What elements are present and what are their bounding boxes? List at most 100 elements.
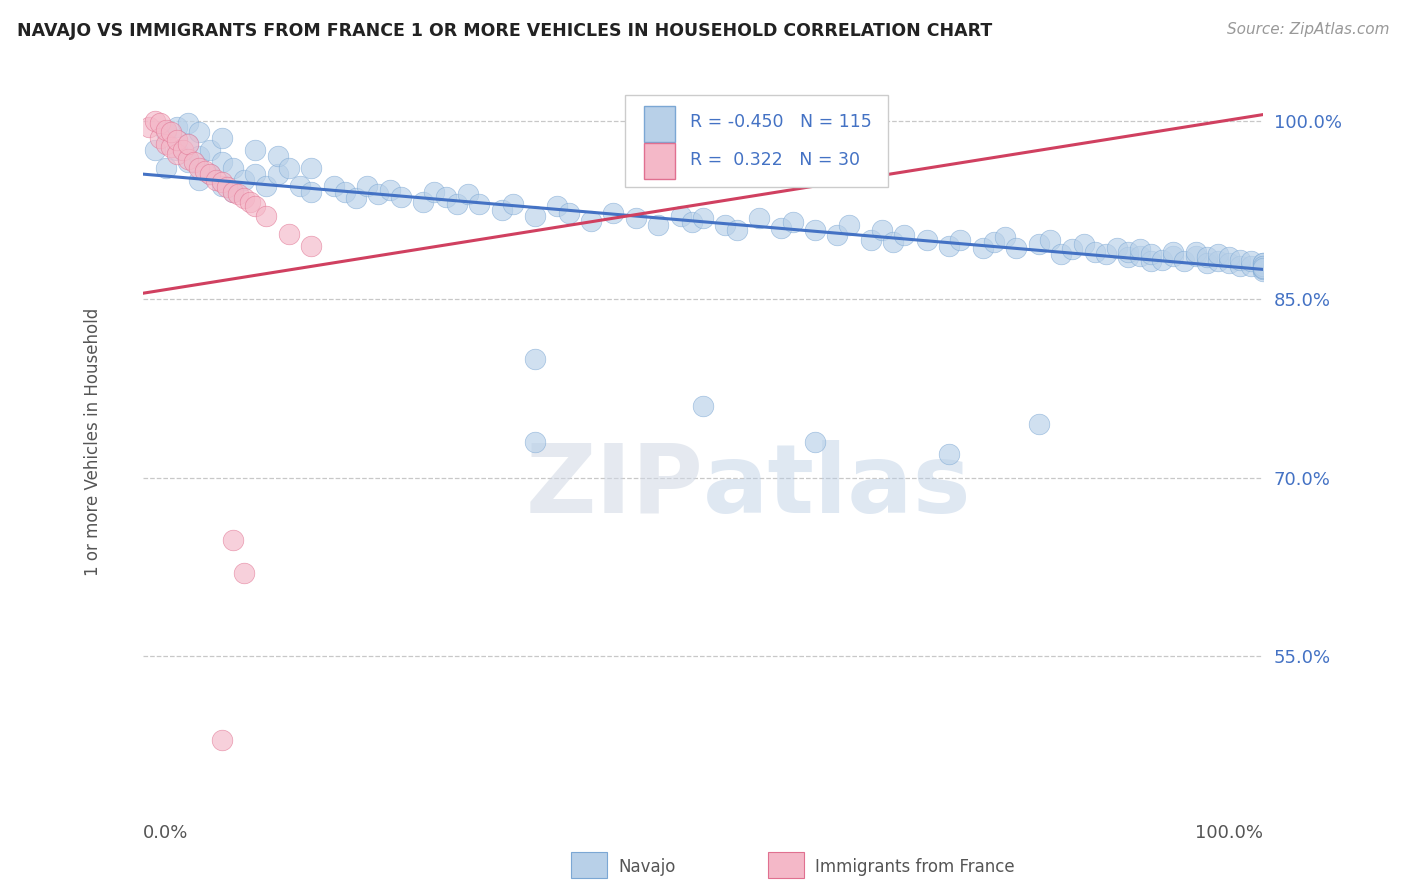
Point — [446, 197, 468, 211]
Bar — [644, 106, 675, 142]
Point — [547, 199, 569, 213]
Point — [1251, 262, 1274, 277]
Point — [949, 233, 972, 247]
Point — [299, 185, 322, 199]
Text: R =  0.322   N = 30: R = 0.322 N = 30 — [689, 151, 859, 169]
Point — [155, 161, 177, 176]
Text: ZIP: ZIP — [524, 440, 703, 533]
Point — [502, 197, 524, 211]
Point — [205, 173, 228, 187]
Point — [222, 161, 245, 176]
Point — [524, 209, 547, 223]
Point — [177, 155, 200, 169]
Point — [1251, 256, 1274, 270]
Point — [143, 144, 166, 158]
Point — [1251, 259, 1274, 273]
Point — [412, 194, 434, 209]
Point — [138, 120, 160, 134]
Point — [155, 126, 177, 140]
Point — [172, 144, 194, 158]
Point — [177, 152, 200, 166]
Point — [277, 227, 299, 241]
Point — [1173, 254, 1195, 268]
Point — [1084, 244, 1107, 259]
Point — [160, 140, 183, 154]
Point — [1218, 251, 1240, 265]
Point — [256, 179, 278, 194]
Point — [177, 137, 200, 152]
Point — [1161, 244, 1184, 259]
Point — [938, 238, 960, 252]
Point — [1062, 242, 1084, 256]
Point — [692, 211, 714, 226]
Point — [1218, 256, 1240, 270]
Point — [748, 211, 770, 226]
Point — [1184, 244, 1206, 259]
Point — [188, 173, 211, 187]
Point — [160, 126, 183, 140]
Point — [166, 120, 188, 134]
Point — [804, 434, 827, 449]
Point — [155, 123, 177, 137]
Point — [1139, 247, 1161, 261]
Point — [1240, 254, 1263, 268]
Point — [782, 215, 804, 229]
Point — [434, 190, 457, 204]
Point — [882, 235, 904, 249]
Point — [714, 219, 737, 233]
Point — [239, 194, 262, 209]
Point — [222, 533, 245, 547]
Point — [200, 144, 222, 158]
Point — [1128, 242, 1150, 256]
Point — [256, 209, 278, 223]
Point — [245, 144, 267, 158]
Point — [211, 131, 233, 145]
Point — [983, 235, 1005, 249]
Point — [1095, 247, 1118, 261]
Point — [1005, 241, 1028, 255]
Point — [1050, 247, 1073, 261]
Point — [647, 219, 669, 233]
Point — [770, 220, 793, 235]
Point — [266, 149, 288, 163]
Point — [1184, 249, 1206, 263]
Point — [166, 133, 188, 147]
Point — [579, 213, 602, 227]
Point — [245, 199, 267, 213]
Point — [1039, 233, 1062, 247]
Point — [994, 230, 1017, 244]
Point — [177, 116, 200, 130]
Point — [915, 233, 938, 247]
Point — [155, 137, 177, 152]
Point — [1229, 259, 1251, 273]
Point — [222, 185, 245, 199]
Point — [183, 155, 205, 169]
Point — [194, 163, 217, 178]
Text: 1 or more Vehicles in Household: 1 or more Vehicles in Household — [84, 308, 103, 576]
Point — [1229, 252, 1251, 267]
Point — [804, 223, 827, 237]
Point — [1028, 237, 1050, 252]
Point — [228, 187, 250, 202]
Point — [1118, 251, 1140, 265]
Text: NAVAJO VS IMMIGRANTS FROM FRANCE 1 OR MORE VEHICLES IN HOUSEHOLD CORRELATION CHA: NAVAJO VS IMMIGRANTS FROM FRANCE 1 OR MO… — [17, 22, 993, 40]
Point — [1150, 252, 1173, 267]
Point — [166, 147, 188, 161]
Point — [938, 447, 960, 461]
Text: atlas: atlas — [703, 440, 972, 533]
Point — [233, 191, 256, 205]
Point — [725, 223, 748, 237]
Text: R = -0.450   N = 115: R = -0.450 N = 115 — [689, 113, 872, 131]
Point — [200, 167, 222, 181]
Point — [893, 227, 915, 242]
Point — [211, 176, 233, 190]
Point — [149, 116, 172, 130]
Text: 0.0%: 0.0% — [143, 824, 188, 842]
Point — [188, 149, 211, 163]
Point — [233, 566, 256, 580]
Point — [149, 131, 172, 145]
Point — [266, 167, 288, 181]
Point — [557, 206, 579, 220]
Point — [1139, 254, 1161, 268]
Point — [1251, 261, 1274, 276]
